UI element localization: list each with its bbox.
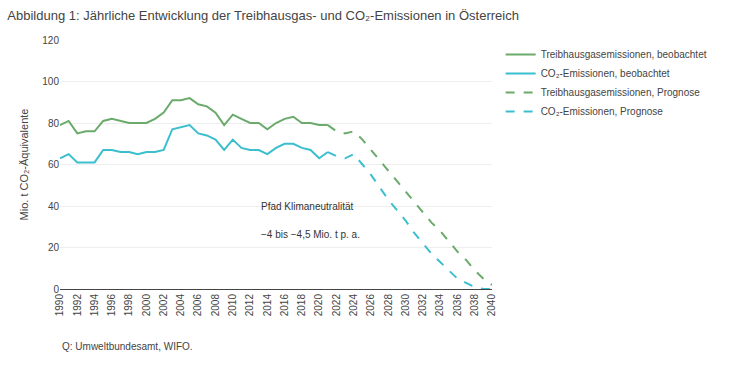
svg-text:2020: 2020 (313, 294, 324, 317)
svg-text:CO₂-Emissionen, beobachtet: CO₂-Emissionen, beobachtet (541, 68, 670, 79)
svg-text:0: 0 (53, 284, 59, 295)
svg-text:2038: 2038 (469, 294, 480, 317)
svg-text:Q: Umweltbundesamt, WIFO.: Q: Umweltbundesamt, WIFO. (62, 341, 193, 352)
svg-text:60: 60 (48, 159, 60, 170)
svg-text:−4 bis −4,5 Mio. t p. a.: −4 bis −4,5 Mio. t p. a. (261, 229, 360, 240)
svg-text:2022: 2022 (331, 294, 342, 317)
svg-text:2028: 2028 (383, 294, 394, 317)
svg-text:2032: 2032 (417, 294, 428, 317)
svg-text:2034: 2034 (434, 294, 445, 317)
svg-text:2010: 2010 (227, 294, 238, 317)
svg-text:2012: 2012 (244, 294, 255, 317)
svg-text:1998: 1998 (123, 294, 134, 317)
svg-text:2004: 2004 (175, 294, 186, 317)
svg-text:1994: 1994 (89, 294, 100, 317)
svg-text:2030: 2030 (400, 294, 411, 317)
svg-text:1992: 1992 (72, 294, 83, 317)
svg-text:2026: 2026 (365, 294, 376, 317)
svg-text:2040: 2040 (486, 294, 497, 317)
svg-text:1996: 1996 (106, 294, 117, 317)
svg-text:120: 120 (42, 35, 59, 46)
svg-text:Treibhausgasemissionen, beobac: Treibhausgasemissionen, beobachtet (541, 49, 707, 60)
svg-text:80: 80 (48, 118, 60, 129)
svg-text:Pfad Klimaneutralität: Pfad Klimaneutralität (261, 201, 353, 212)
svg-text:2000: 2000 (141, 294, 152, 317)
svg-text:Abbildung 1: Jährliche Entwick: Abbildung 1: Jährliche Entwicklung der T… (7, 8, 519, 23)
svg-text:2008: 2008 (210, 294, 221, 317)
svg-text:2018: 2018 (296, 294, 307, 317)
svg-text:1990: 1990 (54, 294, 65, 317)
svg-text:2024: 2024 (348, 294, 359, 317)
svg-text:20: 20 (48, 242, 60, 253)
svg-text:Treibhausgasemissionen, Progno: Treibhausgasemissionen, Prognose (541, 87, 701, 98)
svg-text:2016: 2016 (279, 294, 290, 317)
svg-text:2014: 2014 (262, 294, 273, 317)
svg-text:2002: 2002 (158, 294, 169, 317)
svg-text:Mio. t CO₂-Äquivalente: Mio. t CO₂-Äquivalente (18, 109, 30, 221)
svg-text:2036: 2036 (452, 294, 463, 317)
svg-text:100: 100 (42, 76, 59, 87)
svg-text:40: 40 (48, 201, 60, 212)
svg-text:2006: 2006 (192, 294, 203, 317)
svg-text:CO₂-Emissionen, Prognose: CO₂-Emissionen, Prognose (541, 106, 664, 117)
